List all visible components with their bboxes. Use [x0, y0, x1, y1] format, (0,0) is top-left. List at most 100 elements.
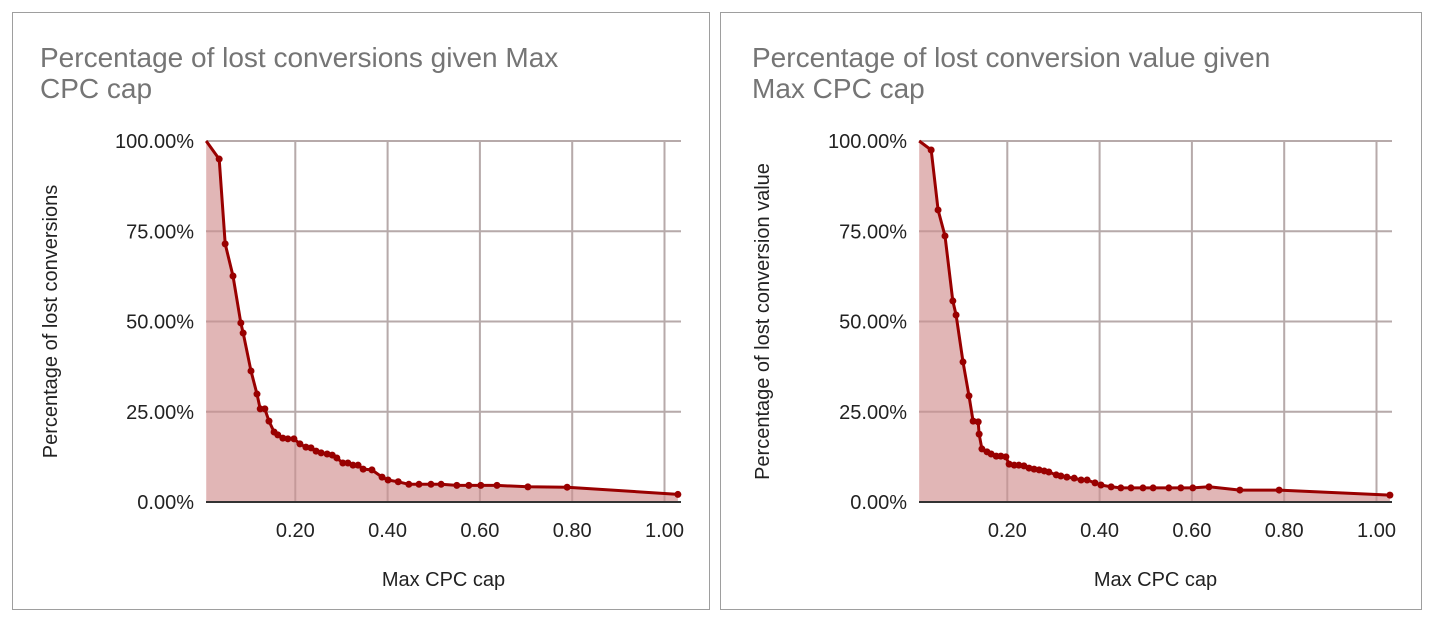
x-tick-label: 0.80	[1265, 520, 1304, 542]
data-point[interactable]	[477, 481, 485, 489]
y-tick-label: 75.00%	[126, 221, 194, 243]
data-point[interactable]	[284, 435, 292, 443]
gridlines-overlay	[919, 140, 1392, 502]
data-point[interactable]	[261, 405, 269, 413]
data-point[interactable]	[959, 358, 967, 366]
data-point[interactable]	[405, 480, 413, 488]
chart-panel-lost-conversions: Percentage of lost conversions given Max…	[12, 12, 710, 610]
chart-title-line-1: Percentage of lost conversions given Max	[40, 42, 559, 73]
chart-title-line-1: Percentage of lost conversion value give…	[752, 42, 1271, 73]
data-point[interactable]	[453, 481, 461, 489]
data-point[interactable]	[274, 431, 282, 439]
y-axis-ticks: 0.00% 25.00% 50.00% 75.00% 100.00%	[828, 131, 907, 514]
data-point[interactable]	[1063, 473, 1071, 481]
data-point[interactable]	[317, 449, 325, 457]
data-point[interactable]	[1107, 483, 1115, 491]
data-point[interactable]	[307, 444, 315, 452]
data-point[interactable]	[1045, 468, 1053, 476]
data-point[interactable]	[1177, 484, 1185, 492]
data-point[interactable]	[1275, 486, 1283, 494]
data-point[interactable]	[1070, 474, 1078, 482]
x-tick-label: 0.60	[1172, 520, 1211, 542]
chart-title-line-2: Max CPC cap	[752, 73, 925, 104]
area-fill	[919, 141, 1390, 502]
data-point[interactable]	[290, 435, 298, 443]
x-tick-label: 0.20	[988, 520, 1027, 542]
chart-panel-lost-conversion-value: Percentage of lost conversion value give…	[720, 12, 1422, 610]
x-tick-label: 0.40	[368, 520, 407, 542]
x-axis-ticks: 0.20 0.40 0.60 0.80 1.00	[276, 520, 684, 542]
data-point[interactable]	[1236, 486, 1244, 494]
chart-title: Percentage of lost conversion value give…	[752, 42, 1372, 104]
y-tick-label: 50.00%	[839, 312, 907, 334]
data-point[interactable]	[296, 440, 304, 448]
data-point[interactable]	[237, 319, 245, 327]
data-point[interactable]	[1205, 483, 1213, 491]
data-point[interactable]	[465, 481, 473, 489]
y-tick-label: 50.00%	[126, 312, 194, 334]
data-point[interactable]	[941, 232, 949, 240]
data-point[interactable]	[1117, 484, 1125, 492]
y-axis-ticks: 0.00% 25.00% 50.00% 75.00% 100.00%	[115, 131, 194, 514]
data-point[interactable]	[265, 417, 273, 425]
data-point[interactable]	[493, 481, 501, 489]
gridlines	[206, 140, 681, 502]
data-point[interactable]	[339, 459, 347, 467]
line-area-chart: 0.00%25.00%50.00%75.00%100.00%0.20 0.40 0.…	[752, 131, 1396, 591]
y-tick-label: 75.00%	[839, 221, 907, 243]
data-point[interactable]	[974, 418, 982, 426]
data-point[interactable]	[368, 466, 376, 474]
x-tick-label: 1.00	[645, 520, 684, 542]
data-point[interactable]	[378, 473, 386, 481]
data-point[interactable]	[927, 146, 935, 154]
x-tick-label: 1.00	[1357, 520, 1396, 542]
data-point[interactable]	[1386, 491, 1394, 499]
area-fill	[206, 141, 678, 502]
data-point[interactable]	[1149, 484, 1157, 492]
data-point[interactable]	[1091, 479, 1099, 487]
data-point[interactable]	[229, 272, 237, 280]
data-point[interactable]	[524, 483, 532, 491]
data-point[interactable]	[427, 480, 435, 488]
data-point[interactable]	[415, 480, 423, 488]
data-point[interactable]	[978, 445, 986, 453]
data-point[interactable]	[1002, 453, 1010, 461]
data-point[interactable]	[247, 367, 255, 375]
data-point[interactable]	[934, 206, 942, 214]
data-point[interactable]	[349, 461, 357, 469]
chart-title: Percentage of lost conversions given Max…	[40, 42, 680, 104]
data-point[interactable]	[359, 465, 367, 473]
data-line	[918, 139, 1390, 497]
data-point[interactable]	[437, 480, 445, 488]
data-point[interactable]	[215, 155, 223, 163]
data-point[interactable]	[949, 297, 957, 305]
x-tick-label: 0.40	[1080, 520, 1119, 542]
data-point[interactable]	[1097, 481, 1105, 489]
data-point[interactable]	[1077, 476, 1085, 484]
data-point[interactable]	[239, 329, 247, 337]
data-point[interactable]	[1127, 484, 1135, 492]
data-point[interactable]	[1165, 484, 1173, 492]
data-points	[215, 155, 682, 498]
y-tick-label: 25.00%	[839, 402, 907, 424]
data-point[interactable]	[394, 478, 402, 486]
data-point[interactable]	[563, 483, 571, 491]
data-point[interactable]	[221, 240, 229, 248]
data-point[interactable]	[975, 430, 983, 438]
data-point[interactable]	[1139, 484, 1147, 492]
data-point[interactable]	[333, 454, 341, 462]
data-point[interactable]	[952, 311, 960, 319]
data-point[interactable]	[384, 476, 392, 484]
data-point[interactable]	[1057, 472, 1065, 480]
data-point[interactable]	[1189, 484, 1197, 492]
data-points	[927, 146, 1394, 499]
data-point[interactable]	[1083, 476, 1091, 484]
data-point[interactable]	[965, 392, 973, 400]
y-tick-label: 100.00%	[115, 131, 194, 153]
data-point[interactable]	[354, 461, 362, 469]
data-point[interactable]	[253, 390, 261, 398]
y-axis-title: Percentage of lost conversion value	[752, 163, 774, 480]
x-tick-label: 0.80	[553, 520, 592, 542]
y-tick-label: 100.00%	[828, 131, 907, 153]
data-point[interactable]	[674, 490, 682, 498]
